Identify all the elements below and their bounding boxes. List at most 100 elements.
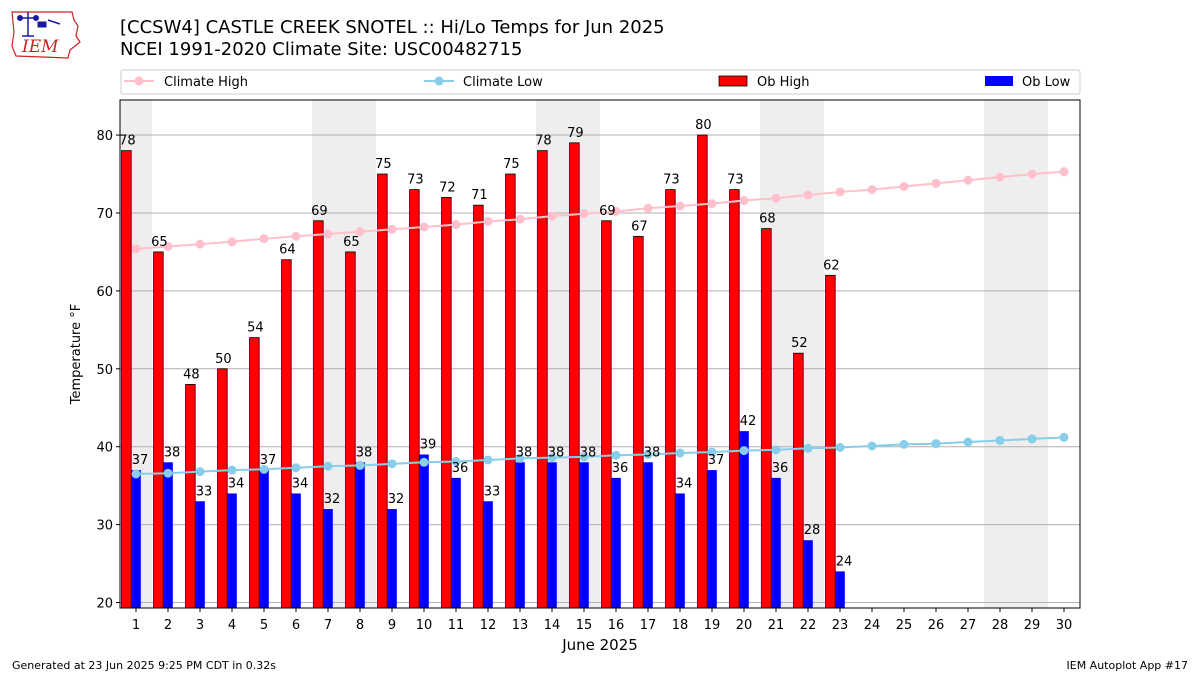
climate-low-point — [515, 453, 525, 463]
ob-high-bar — [249, 337, 260, 609]
x-axis-label: June 2025 — [561, 636, 638, 654]
climate-low-point — [899, 439, 909, 449]
generated-timestamp: Generated at 23 Jun 2025 9:25 PM CDT in … — [12, 659, 277, 672]
climate-low-point — [995, 435, 1005, 445]
ob-high-label: 80 — [695, 118, 712, 133]
ob-high-label: 67 — [631, 219, 648, 234]
y-tick-label: 20 — [96, 597, 113, 612]
ob-high-label: 69 — [311, 204, 328, 219]
climate-high-point — [611, 206, 621, 216]
y-tick-label: 60 — [96, 285, 113, 300]
legend-climate-low-label: Climate Low — [463, 75, 543, 90]
y-axis-label: Temperature °F — [69, 304, 84, 405]
climate-high-point — [579, 209, 589, 219]
ob-low-bar — [579, 462, 589, 608]
ob-low-label: 38 — [516, 445, 533, 460]
ob-high-bar — [569, 142, 580, 609]
climate-low-point — [867, 441, 877, 451]
climate-high-point — [1059, 167, 1069, 177]
ob-high-bar — [217, 368, 228, 609]
x-tick-label: 10 — [416, 618, 433, 633]
ob-low-bar — [803, 540, 813, 608]
ob-high-label: 52 — [791, 336, 808, 351]
ob-high-bar — [121, 150, 132, 609]
ob-high-label: 64 — [279, 243, 296, 258]
climate-low-point — [547, 453, 557, 463]
ob-low-label: 34 — [292, 476, 309, 491]
ob-low-label: 36 — [452, 461, 469, 476]
plot-frame — [119, 99, 1081, 609]
ob-high-bar — [345, 251, 356, 609]
climate-low-point — [611, 450, 621, 460]
climate-low-point — [643, 450, 653, 460]
ob-low-label: 28 — [804, 523, 821, 538]
ob-low-label: 38 — [580, 445, 597, 460]
ob-low-label: 37 — [708, 453, 725, 468]
climate-high-point — [451, 220, 461, 230]
climate-high-point — [227, 237, 237, 247]
ob-low-bar — [323, 509, 333, 608]
ob-high-label: 79 — [567, 126, 584, 141]
ob-high-label: 50 — [215, 352, 232, 367]
climate-high-point — [547, 211, 557, 221]
ob-low-bar — [355, 462, 365, 608]
climate-low-point — [1027, 434, 1037, 444]
ob-low-label: 38 — [164, 445, 181, 460]
climate-low-point — [131, 469, 141, 479]
ob-high-bar — [377, 173, 388, 609]
ob-high-bar — [185, 383, 196, 609]
climate-low-point — [835, 442, 845, 452]
ob-high-bar — [697, 134, 708, 609]
ob-low-label: 39 — [420, 438, 437, 453]
climate-low-point — [355, 460, 365, 470]
ob-high-bar — [825, 274, 836, 609]
climate-high-point — [163, 241, 173, 251]
y-tick-label: 40 — [96, 441, 113, 456]
ob-low-label: 32 — [324, 492, 341, 507]
x-tick-label: 7 — [324, 618, 332, 633]
ob-low-label: 36 — [772, 461, 789, 476]
climate-high-point — [707, 199, 717, 209]
ob-low-label: 37 — [260, 453, 277, 468]
ob-high-label: 72 — [439, 180, 456, 195]
x-tick-label: 12 — [480, 618, 497, 633]
ob-low-bar — [387, 509, 397, 608]
ob-low-label: 38 — [356, 445, 373, 460]
y-tick-label: 30 — [96, 519, 113, 534]
legend-ob-high-swatch — [718, 75, 748, 87]
ob-high-label: 73 — [407, 173, 424, 188]
x-tick-label: 28 — [992, 618, 1009, 633]
ob-low-bar — [739, 431, 749, 608]
legend-box — [120, 69, 1081, 95]
climate-high-point — [675, 201, 685, 211]
ob-high-bar — [537, 150, 548, 609]
climate-high-point — [995, 172, 1005, 182]
climate-high-point — [803, 190, 813, 200]
ob-low-bar — [483, 501, 493, 608]
chart-subtitle: NCEI 1991-2020 Climate Site: USC00482715 — [120, 39, 523, 60]
ob-high-label: 54 — [247, 321, 264, 336]
climate-high-point — [323, 229, 333, 239]
x-tick-label: 27 — [960, 618, 977, 633]
climate-high-point — [739, 196, 749, 206]
x-tick-label: 2 — [164, 618, 172, 633]
ob-high-label: 78 — [535, 134, 552, 149]
x-tick-label: 6 — [292, 618, 300, 633]
x-tick-label: 29 — [1024, 618, 1041, 633]
climate-high-point — [483, 217, 493, 227]
ob-high-bar — [761, 228, 772, 609]
climate-low-point — [963, 437, 973, 447]
ob-low-bar — [195, 501, 205, 608]
ob-high-bar — [793, 352, 804, 609]
x-tick-label: 26 — [928, 618, 945, 633]
climate-low-point — [163, 468, 173, 478]
x-tick-label: 16 — [608, 618, 625, 633]
ob-low-label: 38 — [548, 445, 565, 460]
climate-low-point — [739, 446, 749, 456]
ob-low-bar — [611, 477, 621, 608]
iem-logo: IEM — [11, 11, 81, 59]
x-tick-label: 4 — [228, 618, 236, 633]
ob-low-label: 36 — [612, 461, 629, 476]
ob-high-bar — [729, 189, 740, 609]
